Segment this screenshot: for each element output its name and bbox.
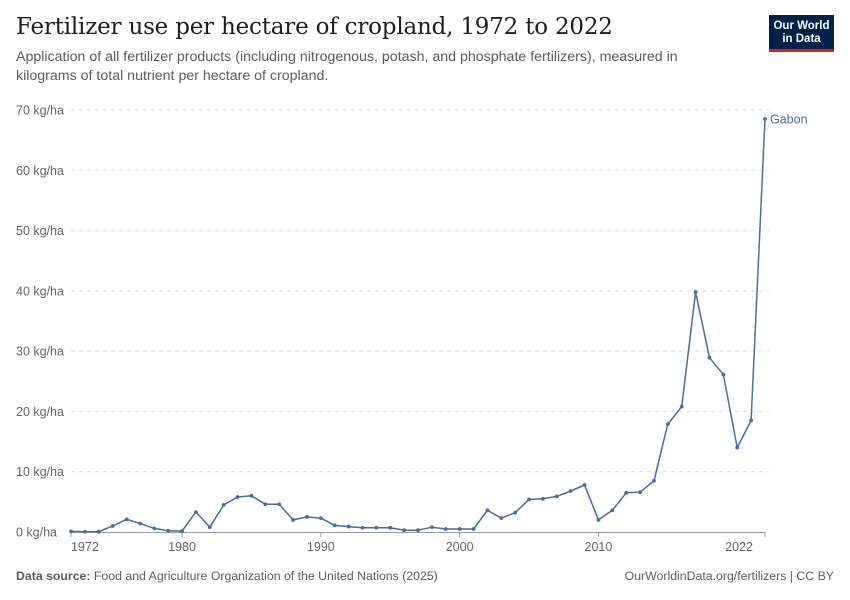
data-point[interactable] bbox=[110, 524, 115, 528]
x-tick-label: 2010 bbox=[585, 540, 613, 554]
data-point[interactable] bbox=[693, 290, 698, 294]
data-point[interactable] bbox=[166, 528, 171, 533]
series-label[interactable]: Gabon bbox=[770, 113, 808, 127]
data-point[interactable] bbox=[221, 502, 226, 507]
data-point[interactable] bbox=[194, 510, 198, 515]
data-point[interactable] bbox=[263, 502, 268, 507]
data-point[interactable] bbox=[638, 490, 642, 495]
x-axis: 1972 1980 1990 2000 2010 2022 bbox=[70, 532, 766, 554]
data-point[interactable] bbox=[374, 525, 379, 530]
data-point[interactable] bbox=[138, 521, 143, 526]
data-point[interactable] bbox=[707, 355, 712, 360]
y-tick-label: 10 kg/ha bbox=[16, 465, 64, 479]
data-point[interactable] bbox=[568, 489, 573, 493]
data-point[interactable] bbox=[277, 502, 282, 507]
data-point[interactable] bbox=[318, 516, 323, 521]
data-point[interactable] bbox=[69, 529, 73, 534]
data-point[interactable] bbox=[388, 525, 393, 530]
y-tick-label: 60 kg/ha bbox=[16, 164, 64, 178]
data-point[interactable] bbox=[235, 495, 240, 499]
source-label: Data source: bbox=[16, 569, 91, 583]
x-tick-label: 2000 bbox=[446, 540, 474, 554]
data-point[interactable] bbox=[541, 496, 545, 501]
data-point[interactable] bbox=[763, 117, 767, 121]
chart-subtitle: Application of all fertilizer products (… bbox=[16, 49, 678, 84]
data-point[interactable] bbox=[346, 524, 351, 529]
data-point[interactable] bbox=[180, 529, 184, 533]
y-tick-label: 50 kg/ha bbox=[16, 224, 64, 238]
y-tick-label: 20 kg/ha bbox=[16, 405, 64, 419]
data-point[interactable] bbox=[152, 526, 157, 531]
data-point[interactable] bbox=[443, 527, 448, 531]
series-layer: Gabon bbox=[69, 113, 808, 534]
owid-logo[interactable]: Our World in Data bbox=[769, 15, 834, 52]
x-tick-label: 1990 bbox=[307, 540, 335, 554]
footer-link[interactable]: OurWorldinData.org/fertilizers | CC BY bbox=[624, 569, 834, 583]
source-text: Food and Agriculture Organization of the… bbox=[93, 569, 438, 583]
y-tick-label: 30 kg/ha bbox=[16, 345, 64, 359]
data-point[interactable] bbox=[291, 518, 295, 522]
data-point[interactable] bbox=[471, 527, 476, 531]
data-point[interactable] bbox=[457, 527, 462, 531]
logo-line-1: Our World bbox=[773, 20, 830, 32]
y-tick-label: 0 kg/ha bbox=[16, 526, 57, 540]
x-tick-label: 1972 bbox=[71, 540, 99, 554]
logo-line-2: in Data bbox=[782, 32, 821, 45]
data-point[interactable] bbox=[249, 493, 254, 498]
chart-title: Fertilizer use per hectare of cropland, … bbox=[16, 14, 613, 40]
data-point[interactable] bbox=[582, 483, 587, 487]
data-point[interactable] bbox=[513, 510, 518, 515]
data-point[interactable] bbox=[596, 518, 601, 522]
data-point[interactable] bbox=[721, 372, 726, 377]
data-point[interactable] bbox=[360, 525, 365, 530]
data-point[interactable] bbox=[624, 490, 629, 495]
data-point[interactable] bbox=[499, 516, 504, 521]
series-line-gabon[interactable] bbox=[70, 118, 766, 533]
data-point[interactable] bbox=[207, 525, 212, 530]
data-point[interactable] bbox=[735, 445, 740, 450]
data-point[interactable] bbox=[429, 525, 434, 530]
data-point[interactable] bbox=[305, 515, 309, 519]
data-point[interactable] bbox=[554, 494, 559, 499]
chart-footer: Data source: Food and Agriculture Organi… bbox=[16, 569, 834, 583]
data-point[interactable] bbox=[332, 523, 337, 528]
data-point[interactable] bbox=[416, 528, 420, 533]
data-point[interactable] bbox=[610, 508, 615, 513]
data-point[interactable] bbox=[124, 517, 129, 522]
y-tick-label: 40 kg/ha bbox=[16, 284, 64, 298]
x-tick-label: 1980 bbox=[168, 540, 196, 554]
data-point[interactable] bbox=[679, 404, 684, 409]
x-tick-label: 2022 bbox=[725, 540, 753, 554]
data-point[interactable] bbox=[82, 529, 87, 534]
y-axis-ticks: 0 kg/ha 10 kg/ha 20 kg/ha 30 kg/ha 40 kg/ha 5… bbox=[16, 104, 64, 540]
data-point[interactable] bbox=[665, 422, 670, 426]
data-point[interactable] bbox=[749, 418, 754, 423]
chart-header: Fertilizer use per hectare of cropland, … bbox=[16, 14, 736, 86]
y-tick-label: 70 kg/ha bbox=[16, 104, 64, 118]
data-point[interactable] bbox=[402, 528, 407, 533]
data-point[interactable] bbox=[485, 508, 490, 513]
grid-lines bbox=[71, 109, 769, 473]
data-point[interactable] bbox=[652, 478, 656, 483]
data-point[interactable] bbox=[96, 529, 101, 534]
data-point[interactable] bbox=[527, 497, 531, 502]
